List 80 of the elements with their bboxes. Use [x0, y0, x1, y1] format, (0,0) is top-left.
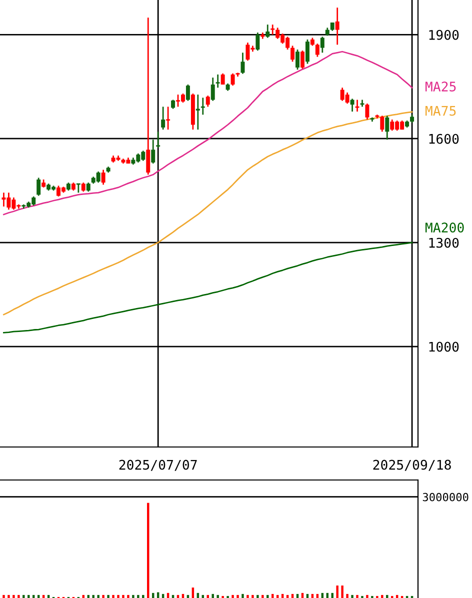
- bar: [331, 592, 334, 598]
- candlestick: [266, 24, 270, 38]
- bar: [336, 586, 338, 598]
- candlestick: [305, 38, 310, 64]
- bar: [117, 594, 120, 598]
- series-label: MA25: [426, 82, 456, 92]
- bar: [92, 594, 94, 598]
- y-tick-label: 1600: [429, 134, 459, 144]
- candlestick: [290, 45, 295, 62]
- bar: [346, 594, 348, 598]
- candlestick: [146, 16, 150, 176]
- candlestick: [350, 98, 354, 112]
- bar: [12, 594, 15, 598]
- candlestick: [335, 6, 340, 46]
- candlestick: [385, 115, 390, 140]
- line-series: [3, 111, 413, 316]
- candlestick: [86, 182, 90, 192]
- candlestick: [156, 130, 160, 148]
- candlestick: [210, 76, 215, 102]
- y-tick-label: 1300: [429, 238, 459, 248]
- bar: [246, 594, 249, 598]
- bar: [22, 594, 25, 598]
- candlestick: [151, 138, 156, 164]
- candlestick: [296, 48, 300, 70]
- candlestick: [166, 106, 170, 130]
- bar: [8, 594, 10, 598]
- candlestick: [36, 177, 41, 196]
- line-series: [3, 242, 413, 334]
- bar: [356, 594, 358, 598]
- bar: [122, 594, 124, 598]
- bar: [127, 594, 130, 598]
- candlestick: [256, 32, 260, 52]
- bar: [262, 594, 264, 598]
- candlestick: [81, 182, 86, 192]
- candlestick: [200, 97, 205, 116]
- candlestick: [270, 24, 275, 36]
- candlestick: [161, 106, 166, 130]
- candlestick: [186, 84, 190, 102]
- bar: [256, 594, 259, 598]
- bar: [381, 594, 384, 598]
- bar: [252, 594, 254, 598]
- bar: [102, 594, 104, 598]
- x-tick-label: 2025/07/07: [119, 460, 197, 471]
- candlestick: [315, 42, 320, 58]
- candlestick: [380, 115, 384, 132]
- candlestick: [101, 169, 106, 186]
- candlestick: [355, 99, 360, 112]
- x-tick-label: 2025/09/18: [373, 460, 451, 471]
- bar: [242, 594, 244, 598]
- bar: [232, 594, 234, 598]
- series-label: MA200: [426, 222, 464, 233]
- bar: [112, 594, 114, 598]
- bar: [142, 594, 144, 598]
- y-tick-label: 3000000: [422, 492, 468, 502]
- line-series: [3, 50, 413, 216]
- bar: [236, 594, 239, 598]
- candlestick: [206, 94, 210, 108]
- bar: [147, 502, 150, 598]
- candlestick: [216, 74, 220, 88]
- bar: [366, 594, 368, 598]
- bar: [18, 594, 20, 598]
- bar: [97, 594, 100, 598]
- y-tick-label: 1000: [429, 342, 459, 352]
- bar: [2, 594, 5, 598]
- bar: [216, 594, 219, 598]
- series-label: MA75: [426, 106, 456, 116]
- bar: [107, 594, 110, 598]
- candlestick: [365, 102, 370, 120]
- y-tick-label: 1900: [429, 30, 459, 40]
- bar: [137, 594, 140, 598]
- bar: [28, 594, 30, 598]
- candlestick: [230, 72, 235, 86]
- bar: [351, 594, 354, 598]
- candlestick: [240, 52, 245, 74]
- candlestick: [300, 50, 304, 70]
- bar: [212, 594, 214, 598]
- bar: [132, 594, 134, 598]
- candlestick: [171, 99, 176, 110]
- candlestick: [320, 36, 324, 54]
- bar: [341, 586, 344, 598]
